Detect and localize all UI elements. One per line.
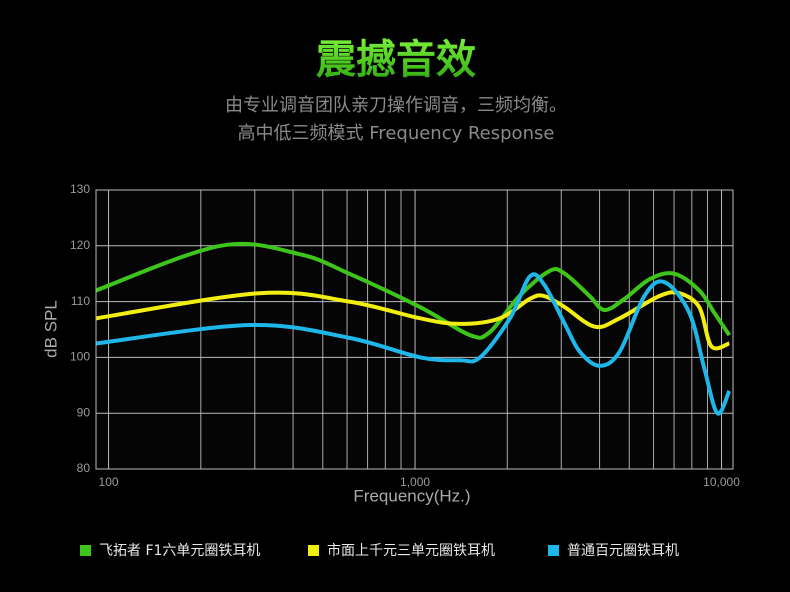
legend-label: 飞拓者 F1六单元圈铁耳机 xyxy=(99,543,260,559)
legend-swatch xyxy=(308,545,319,556)
x-tick-label: 100 xyxy=(99,475,119,489)
y-tick-label: 90 xyxy=(77,405,91,419)
y-tick-label: 100 xyxy=(70,350,90,364)
y-tick-label: 130 xyxy=(70,182,90,196)
legend-swatch xyxy=(548,545,559,556)
subtitle: 高中低三频模式 Frequency Response xyxy=(238,123,555,144)
x-axis-label: Frequency(Hz.) xyxy=(353,486,470,505)
series-line xyxy=(95,290,730,351)
legend-label: 普通百元圈铁耳机 xyxy=(567,543,679,559)
x-tick-label: 1,000 xyxy=(400,475,430,489)
legend-label: 市面上千元三单元圈铁耳机 xyxy=(327,542,495,559)
x-tick-label: 10,000 xyxy=(703,475,740,489)
series-line xyxy=(95,272,732,416)
plot-border xyxy=(95,189,734,470)
y-tick-label: 110 xyxy=(71,294,90,308)
y-tick-label: 80 xyxy=(77,461,91,475)
legend-swatch xyxy=(80,545,91,556)
series-line xyxy=(95,241,731,340)
subtitle: 由专业调音团队亲刀操作调音，三频均衡。 xyxy=(225,95,567,116)
chart-title: 震撼音效 xyxy=(316,37,476,83)
y-axis-label: dB SPL xyxy=(41,300,60,358)
y-tick-label: 120 xyxy=(70,238,90,252)
